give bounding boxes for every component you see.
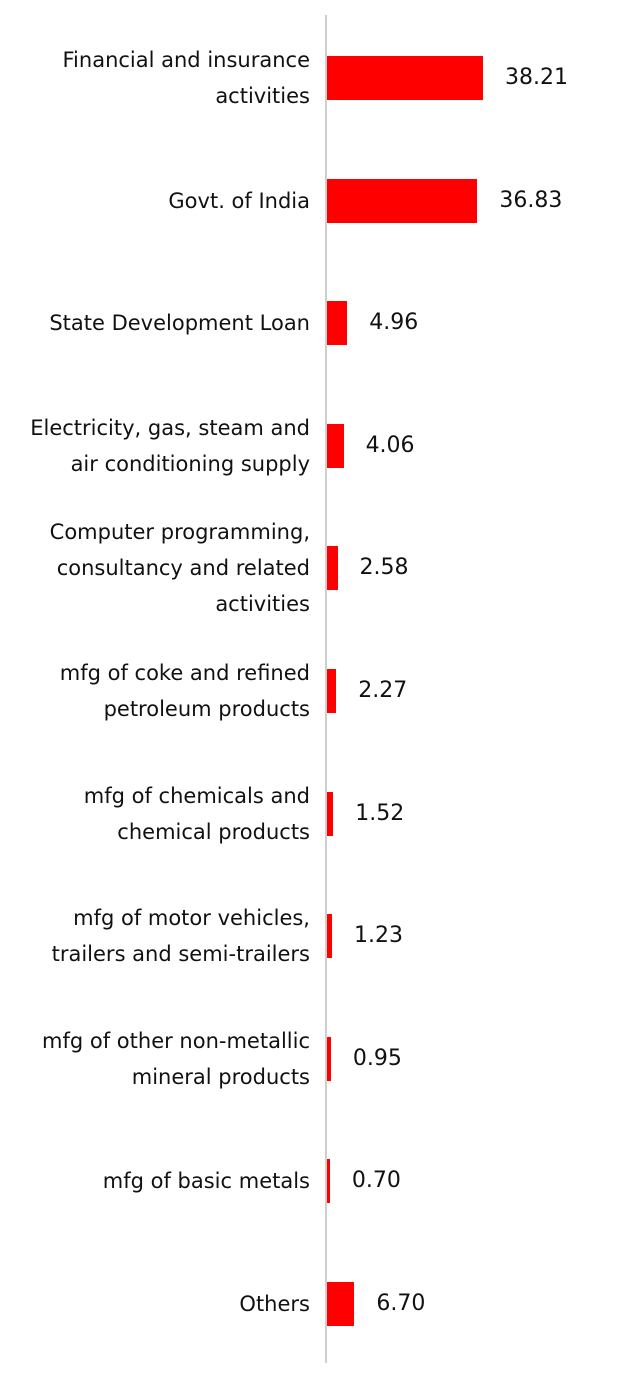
category-label: mfg of coke and refined petroleum produc…: [59, 661, 310, 721]
value-label: 0.95: [352, 1045, 402, 1071]
value-label: 0.70: [351, 1168, 401, 1194]
category-label: mfg of chemicals and chemical products: [83, 783, 310, 844]
category-axis-line: [325, 15, 327, 1363]
value-label: 2.27: [358, 678, 408, 703]
category-label: Financial and insurance activities: [62, 48, 311, 108]
value-label: 6.70: [376, 1291, 426, 1316]
bar: [327, 178, 478, 223]
category-label: mfg of motor vehicles, trailers and semi…: [51, 906, 310, 967]
category-label: State Development Loan: [49, 311, 310, 336]
category-label: Others: [239, 1292, 310, 1316]
bar: [327, 1036, 331, 1081]
value-label: 36.83: [499, 187, 563, 213]
category-label: Electricity, gas, steam and air conditio…: [30, 415, 310, 476]
category-label: mfg of basic metals: [102, 1169, 310, 1194]
value-label: 1.23: [354, 923, 403, 949]
bar: [327, 1159, 330, 1204]
bar: [327, 914, 333, 959]
value-label: 4.96: [369, 310, 419, 336]
bar: [327, 1282, 355, 1326]
value-label: 2.58: [359, 555, 409, 581]
bar: [327, 423, 344, 468]
bar: [327, 56, 483, 100]
category-label: Govt. of India: [168, 188, 310, 213]
value-label: 4.06: [365, 432, 415, 458]
bar: [327, 669, 337, 713]
value-label: 1.52: [355, 800, 405, 826]
bar: [327, 301, 348, 346]
bar: [327, 791, 334, 836]
category-label: Computer programming, consultancy and re…: [49, 520, 310, 617]
value-label: 38.21: [505, 65, 568, 90]
category-label: mfg of other non-metallic mineral produc…: [42, 1028, 310, 1089]
bar: [327, 546, 338, 591]
